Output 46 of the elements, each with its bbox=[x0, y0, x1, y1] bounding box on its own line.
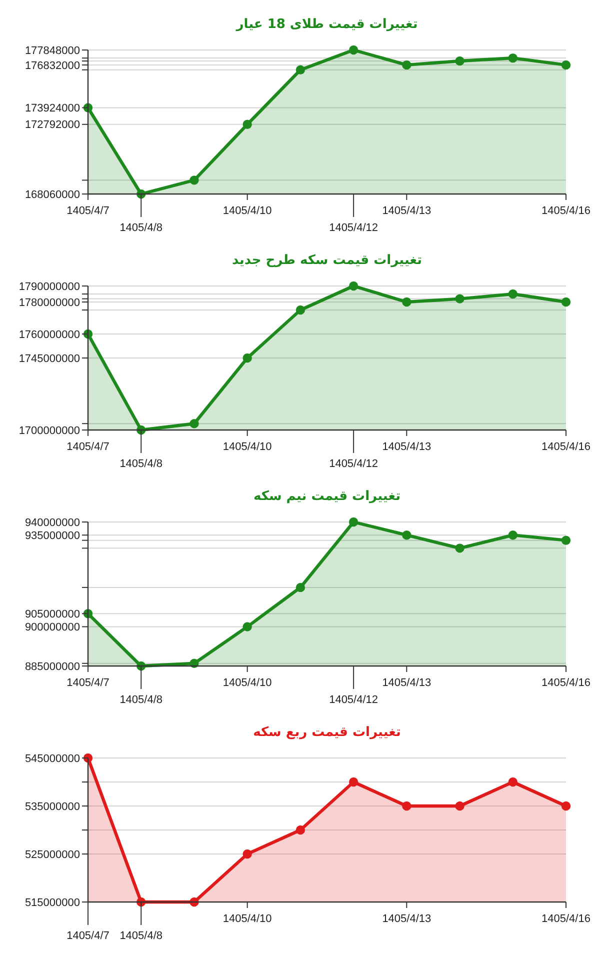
y-tick-label: 940000000 bbox=[24, 516, 80, 529]
x-tick-label: 1405/4/16 bbox=[542, 440, 590, 453]
x-tick-label: 1405/4/12 bbox=[329, 222, 378, 234]
x-tick-label: 1405/4/13 bbox=[382, 440, 432, 453]
chart-title: تغییرات قیمت نیم سکه bbox=[254, 489, 400, 504]
x-tick-label: 1405/4/16 bbox=[542, 676, 590, 689]
x-tick-label: 1405/4/7 bbox=[66, 676, 110, 689]
x-tick-label: 1405/4/8 bbox=[120, 694, 163, 706]
x-tick-label: 1405/4/8 bbox=[120, 930, 163, 942]
y-tick-label: 935000000 bbox=[24, 530, 80, 542]
x-tick-label: 1405/4/13 bbox=[382, 676, 432, 689]
x-tick-label: 1405/4/10 bbox=[222, 204, 272, 217]
x-tick-label: 1405/4/8 bbox=[120, 458, 163, 470]
y-tick-label: 1790000000 bbox=[18, 280, 80, 293]
y-tick-label: 525000000 bbox=[24, 848, 80, 861]
y-tick-label: 885000000 bbox=[24, 660, 80, 673]
x-tick-label: 1405/4/12 bbox=[329, 694, 378, 706]
x-tick-label: 1405/4/13 bbox=[382, 204, 432, 217]
x-tick-label: 1405/4/13 bbox=[382, 912, 432, 925]
y-tick-label: 545000000 bbox=[24, 752, 80, 765]
x-tick-label: 1405/4/8 bbox=[120, 222, 163, 234]
x-tick-label: 1405/4/16 bbox=[542, 204, 590, 217]
y-tick-label: 177848000 bbox=[24, 44, 80, 57]
y-tick-label: 176832000 bbox=[24, 60, 80, 72]
x-tick-label: 1405/4/12 bbox=[329, 458, 378, 470]
y-tick-label: 173924000 bbox=[24, 102, 80, 115]
y-tick-label: 1760000000 bbox=[18, 328, 80, 341]
chart-title: تغییرات قیمت ربع سکه bbox=[253, 725, 401, 740]
y-tick-label: 535000000 bbox=[24, 800, 80, 813]
x-tick-label: 1405/4/7 bbox=[66, 440, 110, 453]
y-tick-label: 1745000000 bbox=[18, 352, 80, 365]
x-tick-label: 1405/4/10 bbox=[222, 440, 272, 453]
y-tick-label: 905000000 bbox=[24, 608, 80, 620]
x-tick-label: 1405/4/7 bbox=[66, 204, 110, 217]
x-tick-label: 1405/4/16 bbox=[542, 912, 590, 925]
y-tick-label: 1700000000 bbox=[18, 424, 80, 437]
y-tick-label: 900000000 bbox=[24, 622, 80, 634]
x-tick-label: 1405/4/10 bbox=[222, 676, 272, 689]
chart-title: تغییرات قیمت طلای 18 عیار bbox=[235, 17, 418, 32]
x-tick-label: 1405/4/7 bbox=[66, 930, 110, 942]
y-tick-label: 1780000000 bbox=[18, 296, 80, 309]
y-tick-label: 172792000 bbox=[24, 119, 80, 132]
chart-title: تغییرات قیمت سکه طرح جدید bbox=[232, 253, 422, 268]
y-tick-label: 515000000 bbox=[24, 896, 80, 909]
x-tick-label: 1405/4/10 bbox=[222, 912, 272, 925]
y-tick-label: 168060000 bbox=[24, 188, 80, 201]
